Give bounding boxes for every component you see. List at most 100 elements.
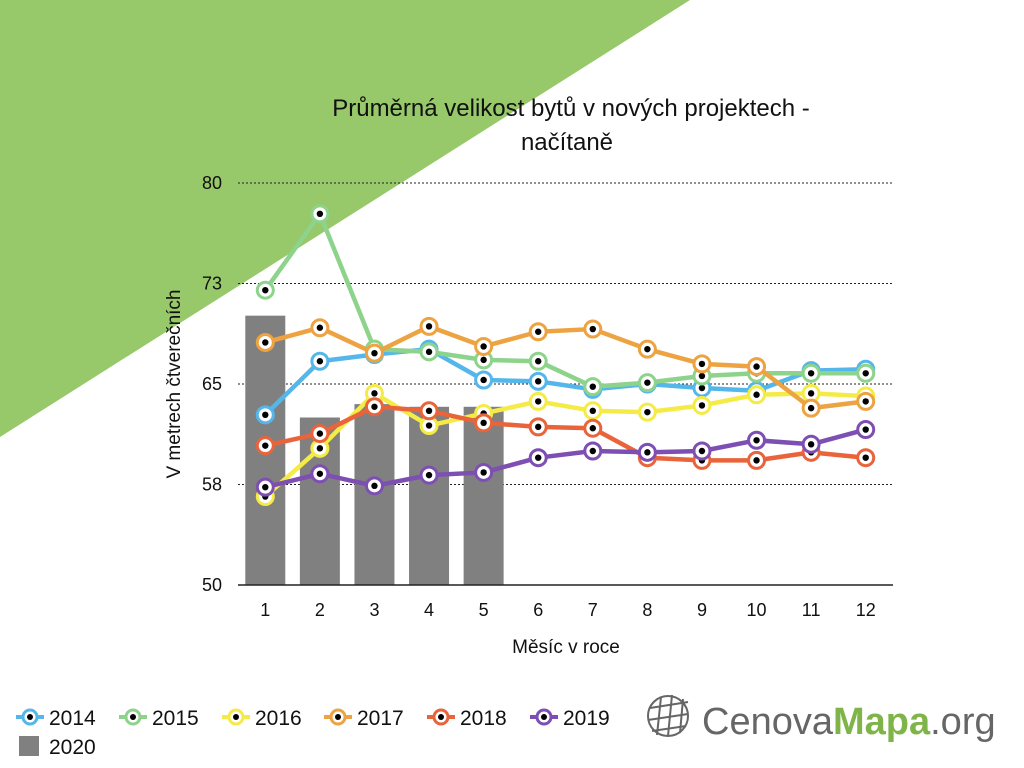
point-dot — [316, 430, 324, 437]
series-2017 — [255, 316, 876, 418]
point-dot — [480, 343, 487, 350]
point-dot — [425, 323, 433, 330]
point-dot — [753, 437, 760, 444]
series-line-2015 — [263, 211, 868, 389]
series-2014 — [255, 339, 876, 425]
legend-swatch-dot — [438, 714, 444, 720]
y-tick-label: 80 — [202, 173, 222, 193]
logo-text-cenova: Cenova — [702, 701, 834, 743]
point-dot — [862, 370, 869, 377]
point-dot — [535, 378, 542, 385]
legend-swatch-dot — [335, 714, 341, 720]
point-dot — [371, 390, 378, 397]
legend-label: 2018 — [460, 707, 507, 730]
legend-label: 2019 — [563, 707, 610, 730]
chart-title-line-1: Průměrná velikost bytů v nových projekte… — [332, 95, 810, 122]
y-axis-label: V metrech čtverečních — [164, 289, 185, 478]
point-dot — [371, 482, 378, 490]
point-dot — [480, 469, 487, 476]
point-dot — [262, 339, 269, 346]
legend-label: 2017 — [357, 707, 404, 730]
legend-label: 2015 — [152, 707, 199, 730]
point-dot — [316, 358, 324, 365]
x-tick-label: 7 — [588, 600, 598, 620]
x-tick-label: 9 — [697, 600, 707, 620]
point-dot — [698, 402, 706, 409]
point-dot — [535, 398, 542, 405]
svg-text:CenovaMapa.org: CenovaMapa.org — [702, 701, 996, 743]
x-tick-label: 2 — [315, 600, 325, 620]
x-tick-label: 4 — [424, 600, 434, 620]
legend-item-2019: 2019 — [530, 707, 610, 730]
y-tick-label: 65 — [202, 374, 222, 394]
chart-title: Průměrná velikost bytů v nových projekte… — [332, 95, 810, 156]
point-dot — [480, 376, 487, 384]
point-dot — [807, 370, 815, 377]
legend: 2014 2015 2016 2017 2018 2019 2020 — [16, 707, 610, 759]
globe-grid-icon — [647, 694, 689, 737]
point-dot — [425, 471, 433, 479]
point-dot — [316, 324, 324, 331]
point-dot — [644, 408, 651, 416]
point-dot — [807, 404, 815, 412]
point-dot — [262, 411, 269, 419]
x-axis-label: Měsíc v roce — [512, 637, 620, 658]
point-dot — [262, 483, 269, 491]
x-tick-label: 11 — [802, 600, 821, 620]
x-tick-label: 12 — [856, 600, 876, 620]
point-dot — [425, 422, 433, 429]
point-dot — [698, 447, 706, 455]
point-dot — [644, 345, 651, 353]
x-tick-label: 6 — [533, 600, 543, 620]
x-tick-label: 3 — [369, 600, 379, 620]
x-axis-ticks: 1 2 3 4 5 6 7 8 9 10 11 12 — [260, 600, 875, 620]
point-dot — [753, 391, 760, 398]
y-tick-label: 50 — [202, 575, 222, 595]
legend-swatch-dot — [27, 714, 33, 720]
chart-title-line-2: načítaně — [521, 129, 613, 156]
legend-label: 2016 — [255, 707, 302, 730]
line-series — [255, 204, 876, 507]
legend-swatch-dot — [541, 714, 547, 720]
legend-swatch-bar — [19, 736, 39, 756]
point-dot — [807, 441, 815, 448]
legend-swatch-dot — [233, 714, 239, 720]
legend-item-2015: 2015 — [119, 707, 199, 730]
point-dot — [862, 398, 869, 405]
point-dot — [535, 328, 542, 335]
point-dot — [589, 425, 596, 432]
legend-item-2018: 2018 — [427, 707, 507, 730]
point-dot — [698, 360, 706, 368]
legend-item-2016: 2016 — [222, 707, 302, 730]
background-green-triangle — [0, 0, 690, 437]
point-dot — [316, 445, 324, 452]
point-dot — [262, 442, 269, 449]
point-dot — [807, 390, 815, 397]
point-dot — [589, 383, 596, 390]
legend-label: 2014 — [49, 707, 96, 730]
point-dot — [698, 384, 706, 392]
point-dot — [535, 423, 542, 431]
point-dot — [644, 379, 651, 386]
point-dot — [862, 426, 869, 433]
point-dot — [425, 407, 433, 414]
bar-2020-month-5 — [463, 406, 504, 585]
legend-swatch-dot — [130, 714, 136, 720]
legend-item-2020: 2020 — [19, 736, 96, 759]
logo-text-mapa: Mapa — [833, 701, 931, 743]
point-dot — [262, 287, 269, 294]
legend-item-2014: 2014 — [16, 707, 96, 730]
x-tick-label: 8 — [642, 600, 652, 620]
bar-2020-month-4 — [409, 406, 450, 585]
y-axis-ticks: 50 58 65 73 80 — [202, 173, 222, 595]
point-dot — [589, 447, 596, 455]
point-dot — [480, 356, 487, 364]
point-dot — [480, 419, 487, 427]
cenovamapa-logo: CenovaMapa.org — [647, 694, 996, 743]
point-dot — [316, 210, 324, 218]
point-dot — [589, 325, 596, 333]
point-dot — [316, 470, 324, 477]
point-dot — [589, 407, 596, 414]
point-dot — [753, 363, 760, 370]
